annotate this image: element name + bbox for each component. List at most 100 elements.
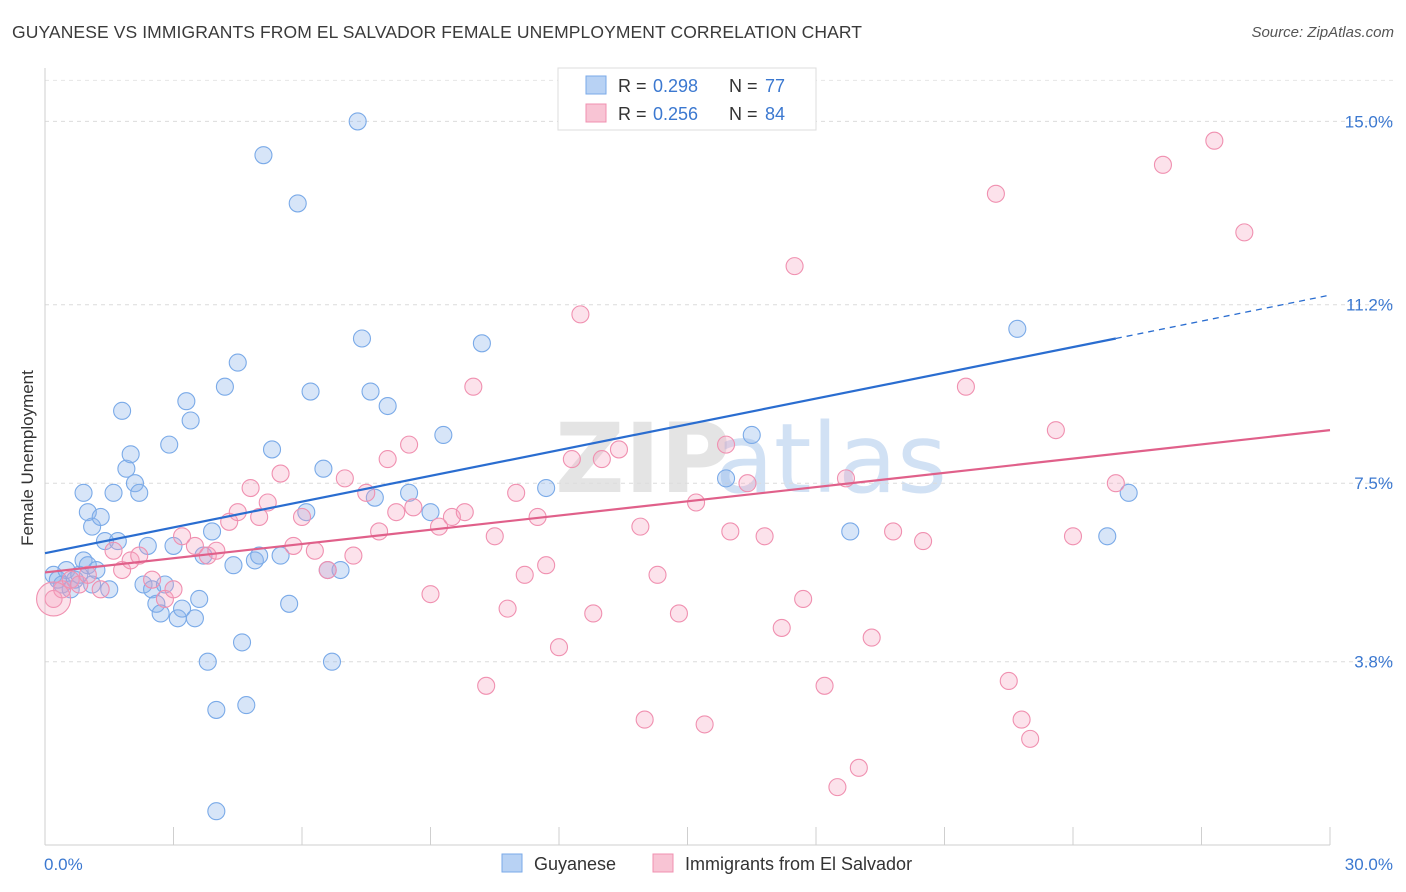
- el-salvador-point: [130, 546, 149, 565]
- guyanese-point: [215, 377, 234, 396]
- guyanese-point: [121, 445, 140, 464]
- legend-n-label-1: N =: [729, 76, 758, 96]
- guyanese-point: [147, 594, 166, 613]
- el-salvador-point: [1063, 527, 1083, 546]
- el-salvador-point: [498, 599, 517, 618]
- el-salvador-point: [755, 527, 774, 546]
- el-salvador-point: [635, 710, 654, 729]
- el-salvador-point: [562, 450, 581, 469]
- el-salvador-point: [986, 184, 1005, 203]
- legend-n-value-2: 84: [765, 104, 785, 124]
- guyanese-point: [537, 478, 556, 498]
- el-salvador-point: [400, 435, 419, 454]
- guyanese-point: [288, 194, 307, 213]
- y-tick-label: 7.5%: [1354, 474, 1393, 493]
- guyanese-point: [331, 560, 350, 580]
- el-salvador-point: [999, 671, 1018, 691]
- guyanese-trendline: [44, 337, 1117, 555]
- guyanese-point: [78, 556, 97, 575]
- el-salvador-point: [537, 556, 556, 575]
- guyanese-point: [716, 469, 736, 488]
- el-salvador-point: [669, 604, 688, 623]
- el-salvador-point: [271, 464, 290, 483]
- axes: [44, 68, 1331, 846]
- el-salvador-point: [1205, 131, 1224, 150]
- guyanese-point: [190, 589, 209, 609]
- el-salvador-point: [228, 503, 247, 522]
- guyanese-point: [1119, 483, 1138, 502]
- el-salvador-point: [1153, 155, 1172, 174]
- guyanese-point: [400, 483, 419, 502]
- x-tick-label-max: 30.0%: [1345, 855, 1393, 874]
- y-tick-label: 11.2%: [1346, 296, 1393, 315]
- legend-r-label-2: R =: [618, 104, 647, 124]
- el-salvador-point: [477, 676, 496, 695]
- guyanese-point: [262, 440, 282, 459]
- guyanese-point: [177, 392, 196, 411]
- el-salvador-point: [143, 570, 162, 589]
- el-salvador-point: [241, 478, 260, 498]
- guyanese-point: [134, 575, 153, 594]
- el-salvador-point: [849, 758, 868, 777]
- series-legend-label-el-salvador: Immigrants from El Salvador: [685, 854, 912, 874]
- el-salvador-point: [695, 715, 714, 734]
- guyanese-point: [181, 411, 200, 430]
- el-salvador-point: [207, 541, 226, 560]
- legend-r-label-1: R =: [618, 76, 647, 96]
- el-salvador-point: [507, 483, 526, 502]
- guyanese-point: [104, 483, 123, 502]
- guyanese-point: [1008, 319, 1027, 338]
- series-legend-swatch-guyanese: [501, 853, 523, 873]
- legend-swatch-el-salvador: [585, 103, 607, 123]
- el-salvador-trendline: [44, 429, 1331, 574]
- watermark-atlas: atlas: [715, 403, 947, 515]
- legend-r-value-1: 0.298: [653, 76, 698, 96]
- el-salvador-point: [721, 522, 740, 541]
- el-salvador-point: [592, 450, 611, 469]
- el-salvador-point: [648, 565, 667, 584]
- guyanese-point: [207, 700, 226, 719]
- guyanese-point: [421, 503, 440, 522]
- guyanese-point: [91, 507, 110, 527]
- guyanese-point: [151, 604, 170, 623]
- el-salvador-point: [914, 532, 933, 551]
- el-salvador-point: [785, 257, 804, 276]
- guyanese-point: [254, 146, 273, 165]
- el-salvador-point: [485, 527, 504, 546]
- el-salvador-point: [631, 517, 650, 536]
- series-legend-swatch-el-salvador: [652, 853, 674, 873]
- guyanese-point: [173, 599, 192, 618]
- el-salvador-point: [91, 580, 110, 599]
- el-salvador-point: [404, 498, 423, 517]
- el-salvador-point: [1235, 223, 1254, 242]
- el-salvador-point: [292, 507, 312, 527]
- el-salvador-point-large: [36, 581, 72, 617]
- el-salvador-point: [173, 527, 192, 546]
- el-salvador-point: [738, 474, 757, 493]
- guyanese-point: [228, 353, 247, 372]
- y-tick-label: 15.0%: [1345, 112, 1393, 131]
- guyanese-point: [250, 546, 269, 565]
- el-salvador-point: [584, 604, 603, 623]
- el-salvador-point: [455, 503, 474, 522]
- el-salvador-point: [78, 565, 97, 584]
- trendlines: [44, 294, 1331, 574]
- el-salvador-point: [61, 570, 80, 589]
- guyanese-point: [113, 401, 132, 420]
- el-salvador-point: [121, 551, 140, 570]
- guyanese-point: [742, 425, 761, 445]
- guyanese-point: [361, 382, 380, 401]
- guyanese-point: [314, 459, 333, 478]
- el-salvador-point: [421, 585, 440, 604]
- guyanese-point: [185, 609, 204, 628]
- gridlines: [45, 79, 1393, 663]
- el-salvador-point: [104, 541, 123, 560]
- guyanese-point: [74, 483, 93, 502]
- chart-title: GUYANESE VS IMMIGRANTS FROM EL SALVADOR …: [12, 22, 863, 42]
- guyanese-point: [348, 112, 367, 131]
- watermark-zip: ZIP: [555, 403, 731, 515]
- el-salvador-point: [956, 377, 975, 396]
- el-salvador-point: [815, 676, 834, 695]
- el-salvador-point: [884, 522, 903, 541]
